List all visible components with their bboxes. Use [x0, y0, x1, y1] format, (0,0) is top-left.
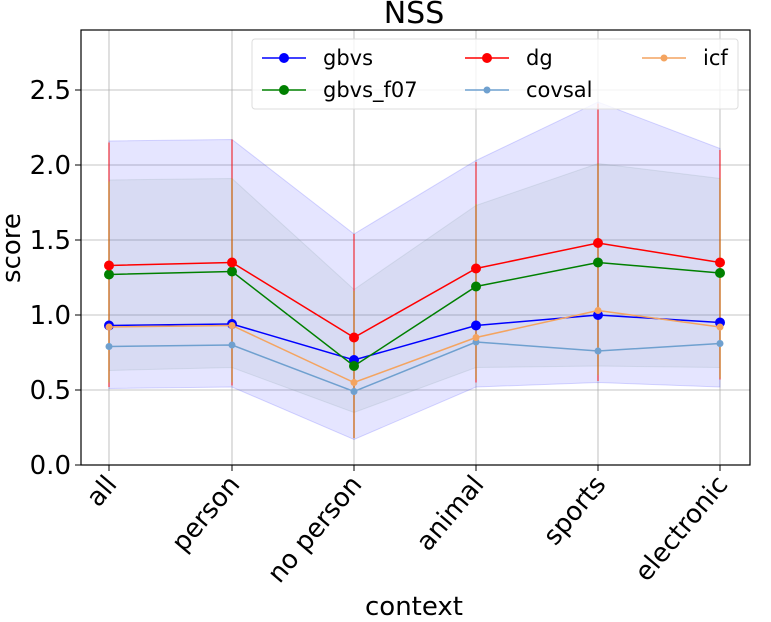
- data-point-icf: [350, 379, 358, 386]
- data-point-covsal: [105, 343, 113, 350]
- series-line-covsal: [108, 341, 721, 393]
- legend: gbvs gbvs_f07 dg covsal icf: [251, 38, 739, 110]
- data-point-covsal: [228, 341, 236, 349]
- data-point-dg: [471, 263, 481, 274]
- x-axis-label: context: [365, 592, 463, 622]
- data-point-gbvs_f07: [349, 361, 359, 371]
- data-point-dg: [104, 260, 114, 271]
- x-tick-label: no person: [262, 470, 368, 589]
- series-line-gbvs: [108, 314, 721, 361]
- data-point-dg: [349, 332, 359, 343]
- data-point-gbvs_f07: [715, 268, 725, 278]
- y-tick-label: 0.0: [30, 451, 71, 481]
- legend-marker-covsal: [483, 86, 491, 94]
- series-line-gbvs_f07: [108, 261, 721, 367]
- data-point-gbvs: [471, 320, 481, 331]
- series-layer: [104, 238, 725, 395]
- y-tick-label: 0.5: [30, 376, 71, 406]
- legend-marker-gbvs_f07: [279, 85, 289, 95]
- y-tick-label: 2.0: [30, 151, 71, 181]
- x-tick-label: person: [166, 470, 246, 558]
- legend-label-dg: dg: [526, 46, 553, 70]
- legend-label-covsal: covsal: [526, 78, 592, 102]
- legend-marker-icf: [660, 54, 668, 62]
- data-point-icf: [472, 334, 480, 341]
- band-layer: [108, 101, 721, 441]
- data-point-dg: [227, 257, 237, 268]
- x-tick-label: electronic: [629, 470, 734, 587]
- series-line-icf: [108, 309, 721, 384]
- data-point-covsal: [594, 347, 602, 355]
- data-point-covsal: [350, 388, 358, 395]
- legend-box: [251, 38, 739, 110]
- x-tick-label: sports: [538, 470, 613, 551]
- legend-entry-icf: icf: [642, 46, 728, 70]
- series-line-dg: [108, 242, 721, 339]
- data-point-icf: [594, 307, 602, 314]
- x-tick-label: all: [81, 470, 124, 513]
- data-point-dg: [715, 257, 725, 268]
- data-point-dg: [593, 238, 603, 248]
- x-tick-label: animal: [411, 470, 491, 557]
- data-point-gbvs_f07: [227, 266, 237, 277]
- legend-label-gbvs: gbvs: [323, 46, 373, 70]
- legend-entry-dg: dg: [465, 46, 553, 70]
- y-axis-label: score: [0, 213, 27, 283]
- y-tick-label: 2.5: [30, 76, 71, 106]
- data-point-icf: [716, 323, 724, 331]
- y-tick-label: 1.0: [30, 301, 71, 331]
- legend-entry-covsal: covsal: [465, 78, 592, 102]
- data-point-gbvs_f07: [104, 269, 114, 280]
- legend-label-gbvs_f07: gbvs_f07: [323, 78, 418, 103]
- data-point-covsal: [716, 340, 724, 347]
- data-point-icf: [105, 323, 113, 331]
- legend-entry-gbvs: gbvs: [262, 46, 373, 70]
- data-point-gbvs_f07: [593, 257, 603, 268]
- chart-title: NSS: [384, 0, 445, 31]
- plot-frame: [80, 29, 751, 466]
- legend-entry-gbvs_f07: gbvs_f07: [262, 78, 418, 103]
- legend-marker-dg: [482, 53, 492, 63]
- data-point-gbvs_f07: [471, 281, 481, 292]
- legend-marker-gbvs: [279, 53, 289, 63]
- legend-label-icf: icf: [703, 46, 728, 70]
- y-tick-label: 1.5: [30, 226, 71, 256]
- data-point-icf: [228, 322, 236, 329]
